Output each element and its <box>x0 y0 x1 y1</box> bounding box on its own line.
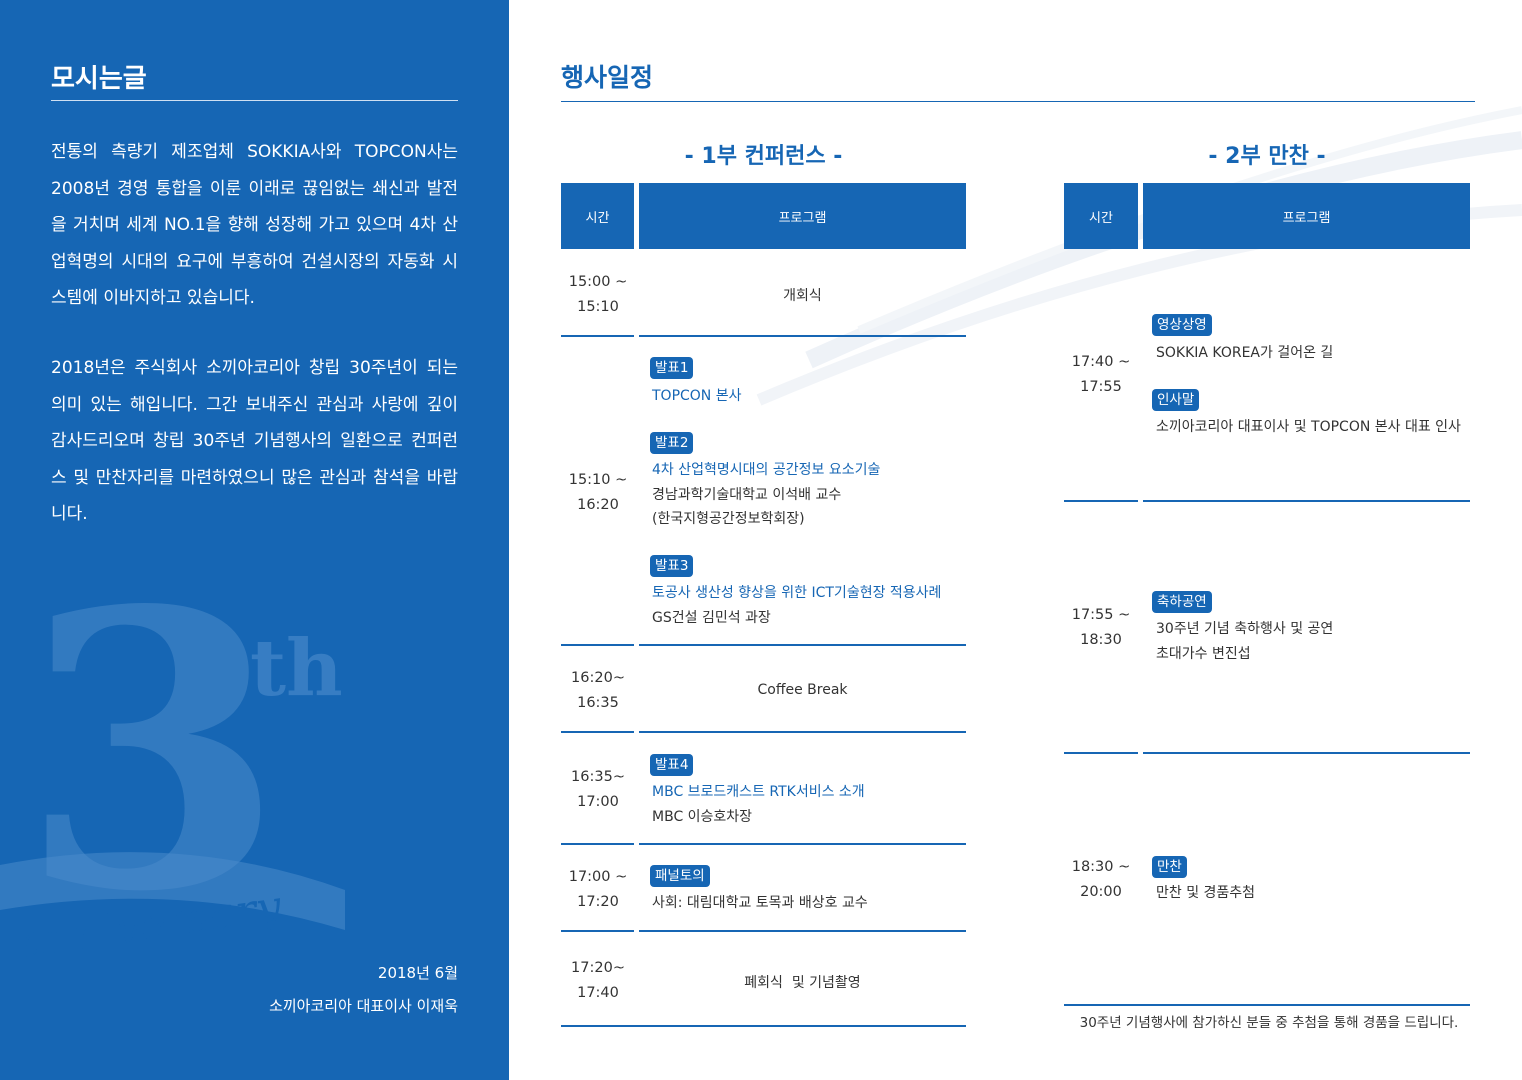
presentation2-title: 4차 산업혁명시대의 공간정보 요소기술 <box>652 462 881 478</box>
row-divider <box>1064 752 1138 754</box>
part2-header-program: 프로그램 <box>1143 183 1470 249</box>
row-divider <box>1143 752 1470 754</box>
part2-row1-time: 17:40 ~17:55 <box>1071 354 1131 395</box>
part1-row3-program: Coffee Break <box>757 682 848 698</box>
invitation-paragraph-1: 전통의 측량기 제조업체 SOKKIA사와 TOPCON사는 2008년 경영 … <box>51 142 458 308</box>
greeting-title: 소끼아코리아 대표이사 및 TOPCON 본사 대표 인사 <box>1156 419 1461 435</box>
panel-discussion-moderator: 사회: 대림대학교 토목과 배상호 교수 <box>652 895 868 911</box>
part1-title: - 1부 컨퍼런스 - <box>684 144 843 169</box>
presentation1-title: TOPCON 본사 <box>652 388 742 404</box>
footnote: 30주년 기념행사에 참가하신 분들 중 추첨을 통해 경품을 드립니다. <box>1079 1015 1459 1031</box>
30th-anniversary-logo: 3 th anniversary <box>0 590 345 970</box>
presentation3-badge: 발표3 <box>650 555 694 577</box>
celebration-line2: 초대가수 변진섭 <box>1156 646 1251 662</box>
row-divider <box>639 930 966 932</box>
part1-header-program: 프로그램 <box>639 183 966 249</box>
invitation-signature: 소끼아코리아 대표이사 이재욱 <box>269 997 458 1015</box>
part2-row3-time: 18:30 ~20:00 <box>1071 859 1131 900</box>
presentation4-speaker: MBC 이승호차장 <box>652 809 753 825</box>
row-divider <box>639 644 966 646</box>
row-divider <box>561 731 634 733</box>
part2-title: - 2부 만찬 - <box>1208 144 1326 169</box>
row-divider <box>639 731 966 733</box>
part1-row4-time: 16:35~ 17:00 <box>571 769 625 810</box>
presentation2-badge: 발표2 <box>650 432 694 454</box>
presentation2-speaker: 경남과학기술대학교 이석배 교수 <box>652 487 842 503</box>
row-divider <box>1143 500 1470 502</box>
part1-header-time: 시간 <box>561 183 634 249</box>
presentation4-badge: 발표4 <box>650 754 694 776</box>
row-divider <box>561 1025 966 1027</box>
part1-row6-time: 17:20~ 17:40 <box>571 960 625 1001</box>
invitation-title: 모시는글 <box>51 64 147 94</box>
presentation1-badge: 발표1 <box>650 357 694 379</box>
presentation4-title: MBC 브로드캐스트 RTK서비스 소개 <box>652 784 865 800</box>
row-divider <box>561 335 634 337</box>
part1-row6-program: 폐회식 및 기념촬영 <box>744 975 861 991</box>
presentation3-title: 토공사 생산성 향상을 위한 ICT기술현장 적용사례 <box>652 585 942 601</box>
part1-row1-time: 15:00 ~15:10 <box>568 274 628 315</box>
part1-row3-time: 16:20~ 16:35 <box>571 670 625 711</box>
row-divider <box>561 843 634 845</box>
schedule-title: 행사일정 <box>561 63 654 92</box>
row-divider <box>561 644 634 646</box>
row-divider <box>1064 1004 1470 1006</box>
presentation2-speaker-affiliation: (한국지형공간정보학회장) <box>652 511 805 527</box>
celebration-line1: 30주년 기념 축하행사 및 공연 <box>1156 621 1334 637</box>
greeting-badge: 인사말 <box>1152 389 1200 411</box>
part1-row2-time: 15:10 ~16:20 <box>568 472 628 513</box>
part1-row1-program: 개회식 <box>783 288 822 304</box>
celebration-badge: 축하공연 <box>1152 591 1212 613</box>
part2-header-time: 시간 <box>1064 183 1138 249</box>
schedule-divider <box>561 101 1475 102</box>
dinner-badge: 만찬 <box>1152 856 1187 878</box>
row-divider <box>1064 500 1138 502</box>
invitation-date: 2018년 6월 <box>377 964 458 982</box>
svg-text:3: 3 <box>20 590 284 970</box>
panel-discussion-badge: 패널토의 <box>650 865 710 887</box>
invitation-panel: 모시는글 전통의 측량기 제조업체 SOKKIA사와 TOPCON사는 2008… <box>0 0 509 1080</box>
row-divider <box>561 930 634 932</box>
row-divider <box>639 843 966 845</box>
presentation3-speaker: GS건설 김민석 과장 <box>652 610 771 626</box>
invitation-paragraph-2: 2018년은 주식회사 소끼아코리아 창립 30주년이 되는 의미 있는 해입니… <box>51 358 458 524</box>
part1-row5-time: 17:00 ~17:20 <box>568 869 628 910</box>
video-screening-badge: 영상상영 <box>1152 314 1212 336</box>
svg-text:th: th <box>250 623 343 714</box>
dinner-line1: 만찬 및 경품추첨 <box>1156 885 1256 901</box>
part2-row2-time: 17:55 ~18:30 <box>1071 607 1131 648</box>
title-divider <box>51 100 458 101</box>
row-divider <box>639 335 966 337</box>
video-screening-title: SOKKIA KOREA가 걸어온 길 <box>1156 345 1334 361</box>
